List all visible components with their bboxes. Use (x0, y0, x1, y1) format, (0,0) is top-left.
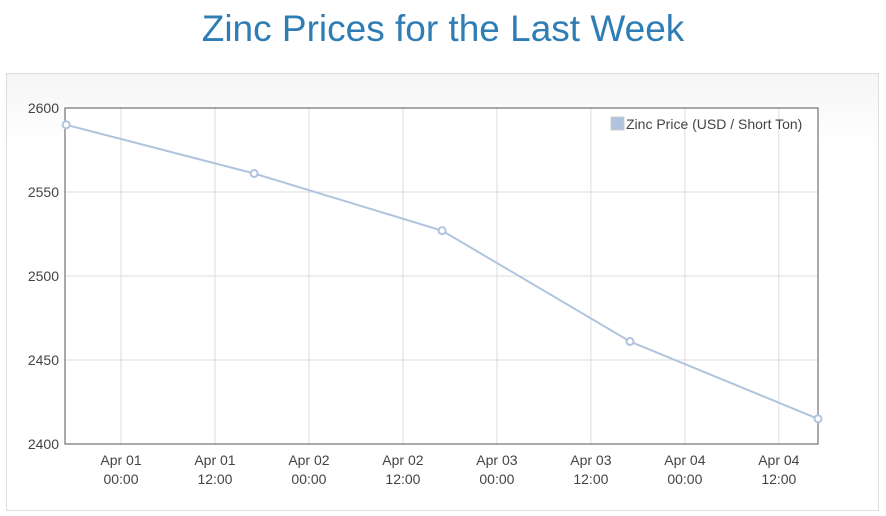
x-tick-label-date: Apr 01 (194, 452, 235, 468)
data-point (625, 337, 635, 347)
y-tick-label: 2500 (28, 268, 59, 284)
x-tick-label-time: 12:00 (385, 471, 420, 487)
y-tick-label: 2600 (28, 100, 59, 116)
x-tick-label-time: 00:00 (291, 471, 326, 487)
y-tick-label: 2450 (28, 352, 59, 368)
x-tick-label-date: Apr 04 (664, 452, 705, 468)
x-tick-label-date: Apr 03 (476, 452, 517, 468)
chart-title: Zinc Prices for the Last Week (201, 8, 685, 49)
x-tick-label-time: 00:00 (479, 471, 514, 487)
x-tick-label-date: Apr 02 (288, 452, 329, 468)
data-point (437, 226, 447, 236)
plot-border (64, 107, 819, 445)
x-tick-label-date: Apr 04 (758, 452, 799, 468)
x-tick-label-time: 00:00 (103, 471, 138, 487)
legend-label: Zinc Price (USD / Short Ton) (626, 116, 802, 132)
y-tick-label: 2550 (28, 184, 59, 200)
legend-swatch (610, 116, 625, 131)
x-tick-label-time: 00:00 (667, 471, 702, 487)
x-tick-label-date: Apr 03 (570, 452, 611, 468)
x-tick-label-time: 12:00 (761, 471, 796, 487)
x-tick-label-date: Apr 02 (382, 452, 423, 468)
y-tick-label: 2400 (28, 436, 59, 452)
x-tick-label-time: 12:00 (197, 471, 232, 487)
x-tick-label-date: Apr 01 (100, 452, 141, 468)
data-point (813, 414, 823, 424)
data-point (249, 169, 259, 179)
x-tick-label-time: 12:00 (573, 471, 608, 487)
data-point (61, 120, 71, 130)
